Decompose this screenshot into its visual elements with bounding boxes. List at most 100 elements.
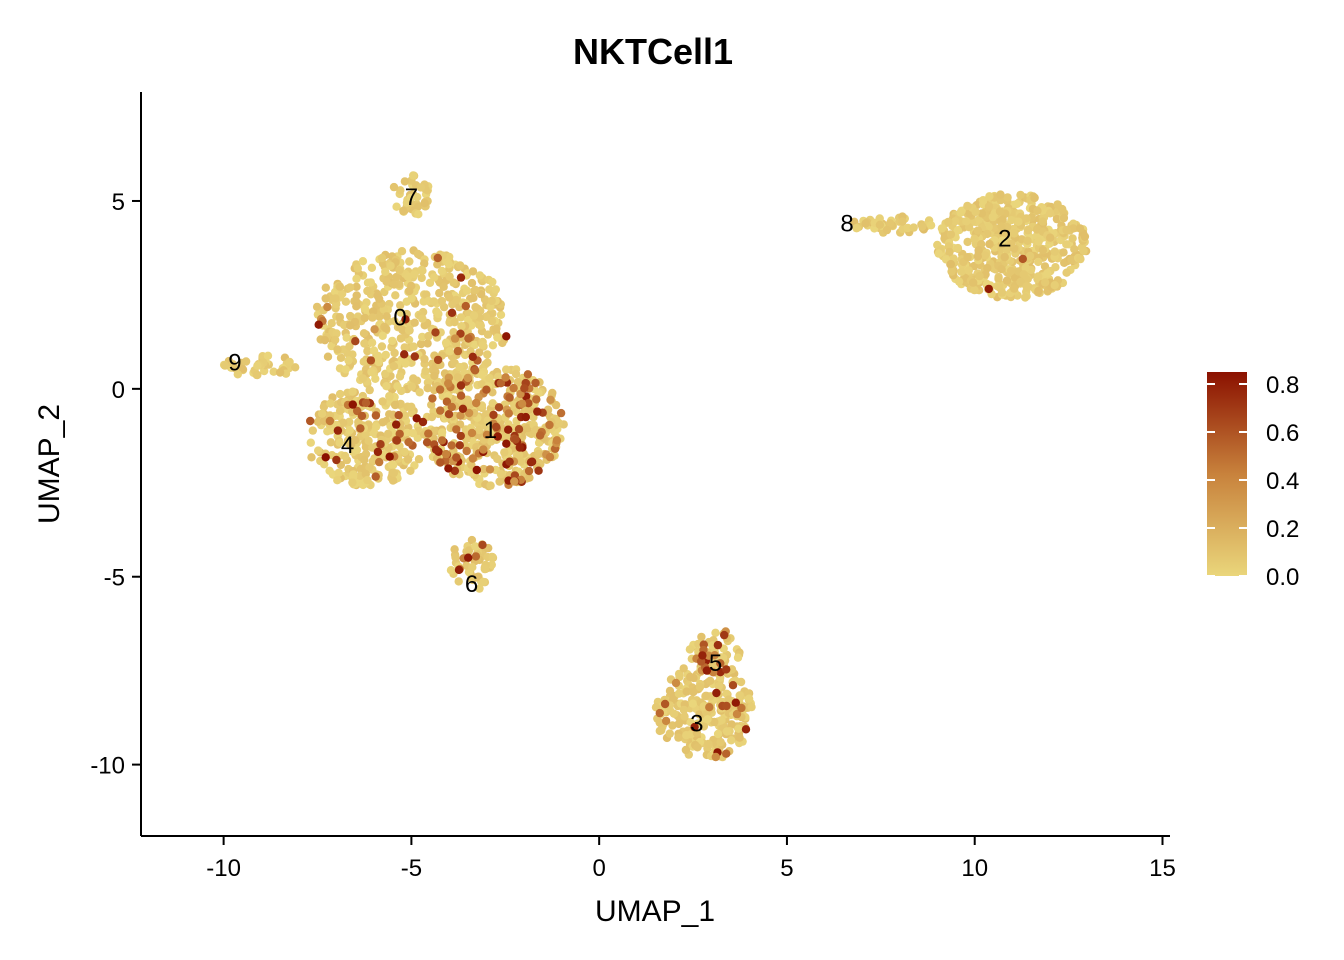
cell-point — [472, 398, 481, 408]
cell-point — [413, 192, 422, 202]
cell-point — [451, 553, 460, 562]
cell-point — [352, 274, 361, 283]
cell-point — [326, 399, 335, 408]
cell-point — [366, 356, 376, 365]
cell-point — [716, 716, 726, 725]
cell-point — [390, 400, 400, 410]
cell-point — [1043, 269, 1052, 278]
cell-point — [471, 542, 480, 551]
cell-point — [953, 243, 963, 253]
cell-point — [392, 202, 401, 211]
cell-point — [472, 465, 481, 475]
cell-point — [433, 355, 443, 365]
cell-point — [521, 412, 530, 422]
cell-point — [363, 475, 372, 485]
cell-point — [340, 451, 350, 461]
cell-point — [669, 709, 679, 718]
cell-point — [657, 726, 666, 735]
cell-point — [722, 749, 731, 758]
cell-point — [1034, 272, 1043, 281]
cell-point — [551, 400, 561, 410]
cell-point — [1076, 254, 1085, 264]
cell-point — [410, 318, 419, 327]
cell-point — [389, 280, 399, 289]
cell-point — [345, 283, 355, 292]
cell-point — [690, 722, 699, 732]
cell-point — [488, 341, 498, 350]
cell-point — [408, 429, 417, 438]
cell-point — [716, 737, 725, 747]
cell-point — [401, 359, 410, 368]
cell-point — [382, 382, 391, 391]
cell-point — [453, 373, 462, 382]
cell-point — [467, 535, 477, 545]
cluster-label-1: 1 — [484, 417, 497, 444]
cell-point — [1034, 257, 1043, 267]
cell-point — [348, 400, 357, 409]
cell-point — [423, 339, 432, 348]
cell-point — [1068, 234, 1077, 243]
cell-point — [461, 301, 470, 311]
cell-point — [523, 370, 533, 379]
cell-point — [1018, 254, 1027, 264]
cell-point — [674, 719, 683, 729]
cell-point — [671, 678, 681, 688]
cell-point — [660, 699, 670, 709]
cell-point — [323, 302, 332, 312]
cell-point — [407, 294, 416, 303]
cell-point — [389, 362, 399, 371]
cell-point — [381, 267, 390, 276]
cell-point — [1023, 236, 1032, 245]
cell-point — [427, 412, 437, 422]
cell-point — [1030, 193, 1039, 203]
cell-point — [390, 348, 399, 358]
cell-point — [500, 448, 509, 457]
cell-point — [437, 266, 447, 276]
cell-point — [358, 374, 367, 383]
cell-point — [437, 428, 447, 437]
cell-point — [492, 324, 501, 333]
cell-point — [393, 382, 402, 391]
cell-point — [861, 219, 870, 228]
cell-point — [962, 217, 971, 226]
cell-point — [737, 703, 746, 713]
cell-point — [450, 334, 460, 343]
cell-point — [454, 577, 463, 586]
cell-point — [263, 351, 273, 360]
cell-point — [407, 382, 416, 391]
cell-point — [727, 665, 737, 674]
cell-point — [429, 297, 438, 306]
cell-point — [705, 703, 714, 712]
cell-point — [314, 320, 323, 329]
cell-point — [548, 388, 557, 398]
cell-point — [437, 436, 447, 445]
cell-point — [468, 267, 478, 276]
cell-point — [415, 388, 424, 397]
cell-point — [450, 466, 460, 476]
cell-point — [449, 278, 458, 287]
cell-point — [509, 383, 518, 393]
cell-point — [526, 458, 536, 467]
cell-point — [984, 202, 994, 211]
cell-point — [447, 402, 456, 412]
cell-point — [455, 362, 464, 372]
cell-point — [545, 452, 555, 462]
cell-point — [422, 438, 432, 447]
cell-point — [514, 425, 524, 434]
cell-point — [359, 357, 368, 366]
cell-point — [417, 273, 426, 283]
cell-point — [445, 293, 454, 302]
cell-point — [464, 546, 474, 555]
cell-point — [1002, 229, 1011, 238]
cell-point — [452, 295, 461, 305]
cell-point — [422, 290, 431, 299]
cell-point — [463, 373, 473, 383]
cell-point — [414, 455, 424, 464]
cell-point — [505, 457, 514, 466]
cell-point — [997, 288, 1007, 297]
cell-point — [477, 370, 486, 379]
cell-point — [396, 334, 405, 343]
cluster-label-9: 9 — [228, 350, 241, 377]
cell-point — [431, 445, 441, 454]
cell-point — [361, 398, 371, 408]
